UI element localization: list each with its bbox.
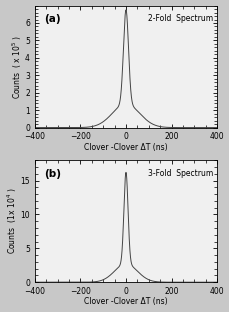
Text: 3-Fold  Spectrum: 3-Fold Spectrum (148, 169, 213, 178)
X-axis label: Clover -Clover ΔT (ns): Clover -Clover ΔT (ns) (84, 297, 167, 306)
Y-axis label: Counts  (1x 10$^{4}$ ): Counts (1x 10$^{4}$ ) (5, 188, 19, 254)
Y-axis label: Counts  ( x 10$^{5}$ ): Counts ( x 10$^{5}$ ) (10, 35, 24, 99)
X-axis label: Clover -Clover ΔT (ns): Clover -Clover ΔT (ns) (84, 143, 167, 152)
Text: (b): (b) (44, 169, 61, 179)
Text: (a): (a) (44, 14, 60, 24)
Text: 2-Fold  Spectrum: 2-Fold Spectrum (148, 14, 213, 23)
